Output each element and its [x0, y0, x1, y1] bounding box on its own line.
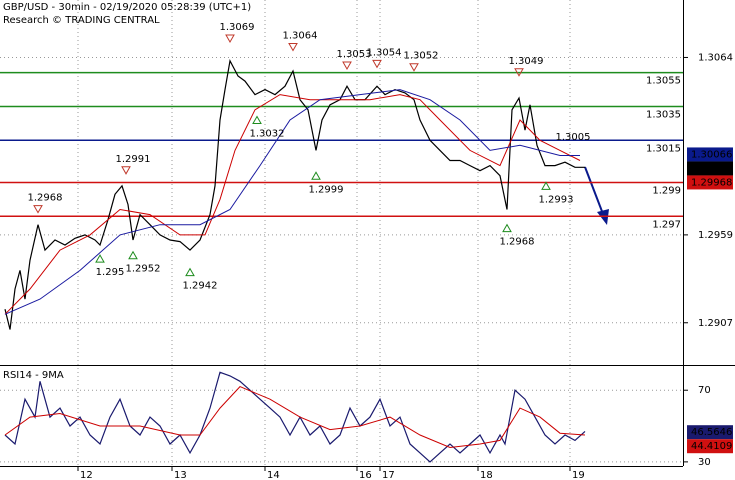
high-marker — [288, 42, 298, 52]
level-label: 1.3055 — [646, 76, 681, 87]
level-label: 1.299 — [652, 186, 681, 197]
high-marker — [342, 61, 352, 71]
annotation-label: 1.2999 — [309, 184, 344, 195]
low-marker — [252, 115, 262, 125]
annotation-label: 1.295 — [96, 267, 125, 278]
annotation-label: 1.3054 — [367, 47, 402, 58]
x-tick-label: 12 — [80, 470, 93, 480]
x-tick-label: 17 — [382, 470, 395, 480]
high-marker — [225, 34, 235, 44]
y-tick-label: 1.2907 — [698, 318, 733, 329]
level-label: 1.3035 — [646, 109, 681, 120]
annotation-label: 1.3049 — [509, 56, 544, 67]
series-line — [4, 89, 580, 315]
high-marker — [33, 205, 43, 214]
annotation-label: 1.3005 — [556, 132, 591, 143]
low-marker — [541, 181, 551, 190]
low-marker — [185, 267, 195, 277]
series-line — [4, 386, 586, 449]
forecast-arrow — [584, 166, 604, 215]
annotation-label: 1.3053 — [337, 49, 372, 60]
price-tag — [687, 147, 733, 162]
high-marker — [514, 68, 524, 77]
x-tick-label: 14 — [267, 470, 280, 480]
annotation-label: 1.2952 — [126, 264, 161, 275]
series-line — [4, 371, 586, 463]
low-marker — [502, 223, 512, 233]
annotation-label: 1.3069 — [220, 22, 255, 33]
level-label: 1.297 — [652, 219, 681, 230]
chart-title: GBP/USD - 30min - 02/19/2020 05:28:39 (U… — [3, 2, 251, 13]
price-tag-label: 44.4109 — [691, 441, 732, 452]
y-tick-label: 70 — [698, 385, 711, 396]
y-tick-label: 1.2959 — [698, 230, 733, 241]
price-tag — [687, 439, 733, 454]
high-marker — [409, 63, 419, 72]
annotation-label: 1.2968 — [28, 193, 63, 204]
low-marker — [311, 171, 321, 180]
series-line — [4, 58, 585, 330]
annotation-label: 1.3064 — [283, 30, 318, 41]
high-marker — [121, 166, 131, 175]
price-tag — [687, 175, 733, 190]
annotation-label: 1.2993 — [539, 194, 574, 205]
price-tag-label: 1.30066 — [691, 149, 732, 160]
series-line — [4, 94, 581, 315]
x-tick-label: 18 — [480, 470, 493, 480]
x-tick-label: 19 — [572, 470, 585, 480]
y-tick-label: 1.3064 — [698, 52, 733, 63]
annotation-label: 1.2942 — [183, 281, 218, 292]
annotation-label: 1.3032 — [250, 129, 285, 140]
x-tick-label: 16 — [359, 470, 372, 480]
annotation-label: 1.2968 — [500, 237, 535, 248]
price-tag — [687, 425, 733, 440]
low-marker — [128, 250, 138, 260]
y-tick-label: 30 — [698, 457, 711, 468]
low-marker — [95, 254, 105, 263]
level-label: 1.3015 — [646, 143, 681, 154]
annotation-label: 1.2991 — [116, 154, 151, 165]
price-tag-label: 46.5646 — [691, 427, 732, 438]
price-tag — [687, 161, 733, 176]
high-marker — [372, 59, 382, 69]
price-tag-label: 1.3 — [691, 163, 707, 174]
chart-subtitle: Research © TRADING CENTRAL — [3, 15, 160, 26]
price-tag-label: 1.29968 — [691, 177, 732, 188]
panel-title: RSI14 - 9MA — [3, 370, 64, 381]
annotation-label: 1.3052 — [404, 51, 439, 62]
x-tick-label: 13 — [174, 470, 187, 480]
